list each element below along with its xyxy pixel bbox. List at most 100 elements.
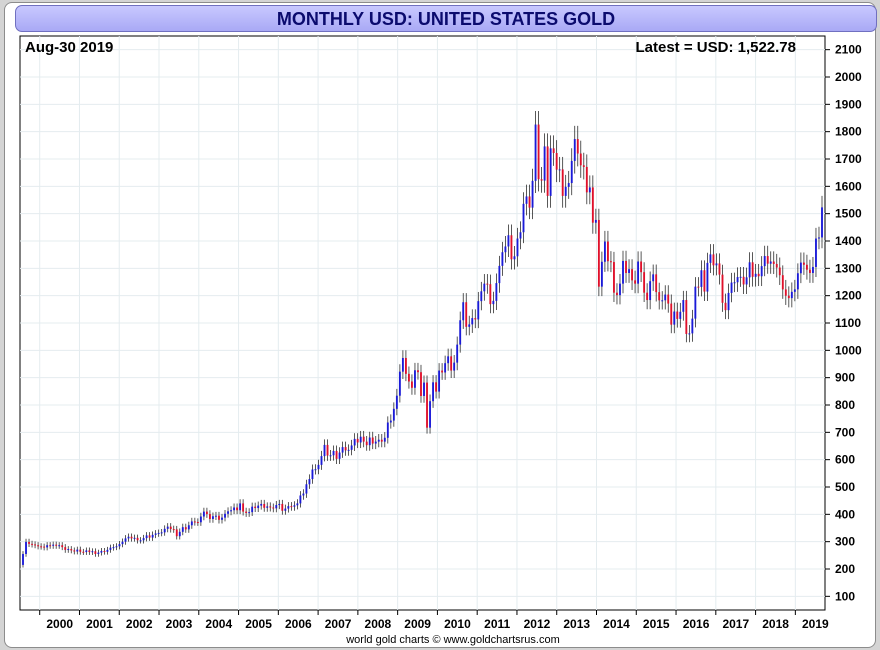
candle-body: [142, 538, 145, 541]
candle-body: [658, 292, 661, 301]
candle-body: [815, 238, 817, 267]
candle-body: [821, 207, 823, 238]
candle-body: [450, 356, 453, 371]
candle-body: [296, 503, 299, 506]
candle-body: [308, 479, 311, 485]
x-tick-label: 2016: [683, 617, 710, 631]
candle-body: [404, 357, 407, 374]
candle-body: [718, 263, 721, 275]
y-tick-label: 900: [835, 371, 855, 385]
candle-body: [691, 318, 694, 334]
candle-body: [540, 179, 543, 181]
candle-body: [670, 303, 673, 325]
candle-body: [489, 284, 492, 305]
candle-body: [311, 469, 314, 480]
candle-body: [513, 256, 516, 260]
candle-body: [447, 356, 450, 364]
candle-body: [43, 546, 46, 548]
candle-body: [118, 544, 121, 547]
candle-body: [136, 537, 139, 541]
candle-body: [492, 300, 495, 305]
x-tick-label: 2011: [484, 617, 510, 631]
candle-body: [567, 183, 570, 187]
candle-body: [392, 408, 395, 421]
candle-body: [441, 370, 444, 373]
candle-body: [432, 382, 434, 402]
candle-body: [619, 283, 621, 296]
candle-body: [178, 531, 181, 537]
y-tick-label: 500: [835, 480, 855, 494]
candle-body: [221, 517, 223, 520]
candle-body: [501, 252, 504, 266]
x-tick-label: 2009: [404, 617, 431, 631]
candle-body: [284, 508, 287, 511]
candle-body: [341, 447, 344, 453]
candle-body: [588, 187, 591, 193]
y-tick-label: 600: [835, 453, 855, 467]
candle-body: [130, 536, 133, 539]
candle-body: [251, 506, 254, 513]
candle-body: [685, 300, 688, 334]
y-tick-label: 2100: [835, 43, 862, 57]
candle-body: [787, 295, 790, 299]
x-tick-label: 2008: [365, 617, 392, 631]
candle-body: [407, 373, 410, 382]
candle-body: [163, 528, 166, 533]
candle-body: [371, 437, 374, 444]
candle-body: [227, 511, 229, 514]
candle-body: [610, 261, 612, 263]
candle-body: [40, 546, 43, 548]
candle-body: [133, 537, 136, 539]
candle-body: [628, 269, 630, 273]
candle-body: [637, 261, 640, 284]
candle-body: [190, 521, 193, 526]
candle-body: [778, 267, 781, 276]
candle-body: [736, 277, 739, 283]
candle-body: [634, 280, 636, 284]
x-tick-label: 2004: [205, 617, 232, 631]
candle-body: [91, 551, 94, 553]
candle-body: [121, 541, 124, 545]
candle-body: [395, 395, 398, 409]
candle-body: [444, 363, 447, 373]
candle-body: [757, 273, 760, 277]
x-tick-label: 2018: [762, 617, 789, 631]
candle-body: [793, 289, 796, 292]
candle-body: [335, 450, 338, 459]
candle-body: [477, 301, 480, 320]
candle-body: [805, 264, 808, 270]
candle-body: [528, 196, 531, 208]
candle-body: [582, 165, 585, 167]
x-tick-label: 2014: [603, 617, 630, 631]
y-tick-label: 1200: [835, 289, 862, 303]
candle-body: [88, 550, 91, 553]
candle-body: [438, 370, 441, 392]
candle-body: [781, 275, 784, 290]
candle-body: [94, 551, 97, 554]
candle-body: [679, 311, 682, 319]
candle-body: [606, 241, 609, 262]
candle-body: [368, 437, 371, 446]
candle-body: [766, 256, 769, 264]
candle-body: [205, 511, 208, 515]
candle-body: [239, 503, 242, 511]
y-tick-label: 300: [835, 535, 855, 549]
y-tick-label: 100: [835, 589, 855, 603]
candle-body: [305, 484, 308, 494]
candle-body: [82, 551, 85, 553]
candle-body: [456, 344, 459, 363]
candle-body: [145, 535, 148, 539]
candle-body: [652, 274, 655, 282]
candle-body: [426, 382, 428, 428]
candle-body: [245, 511, 248, 513]
candle-body: [230, 510, 232, 512]
candle-body: [516, 238, 519, 257]
candle-body: [818, 237, 820, 239]
x-tick-label: 2019: [802, 617, 829, 631]
candle-body: [389, 420, 392, 423]
candle-body: [613, 262, 615, 293]
y-tick-label: 800: [835, 398, 855, 412]
x-tick-label: 2005: [245, 617, 272, 631]
candle-body: [549, 148, 552, 196]
x-tick-label: 2015: [643, 617, 670, 631]
